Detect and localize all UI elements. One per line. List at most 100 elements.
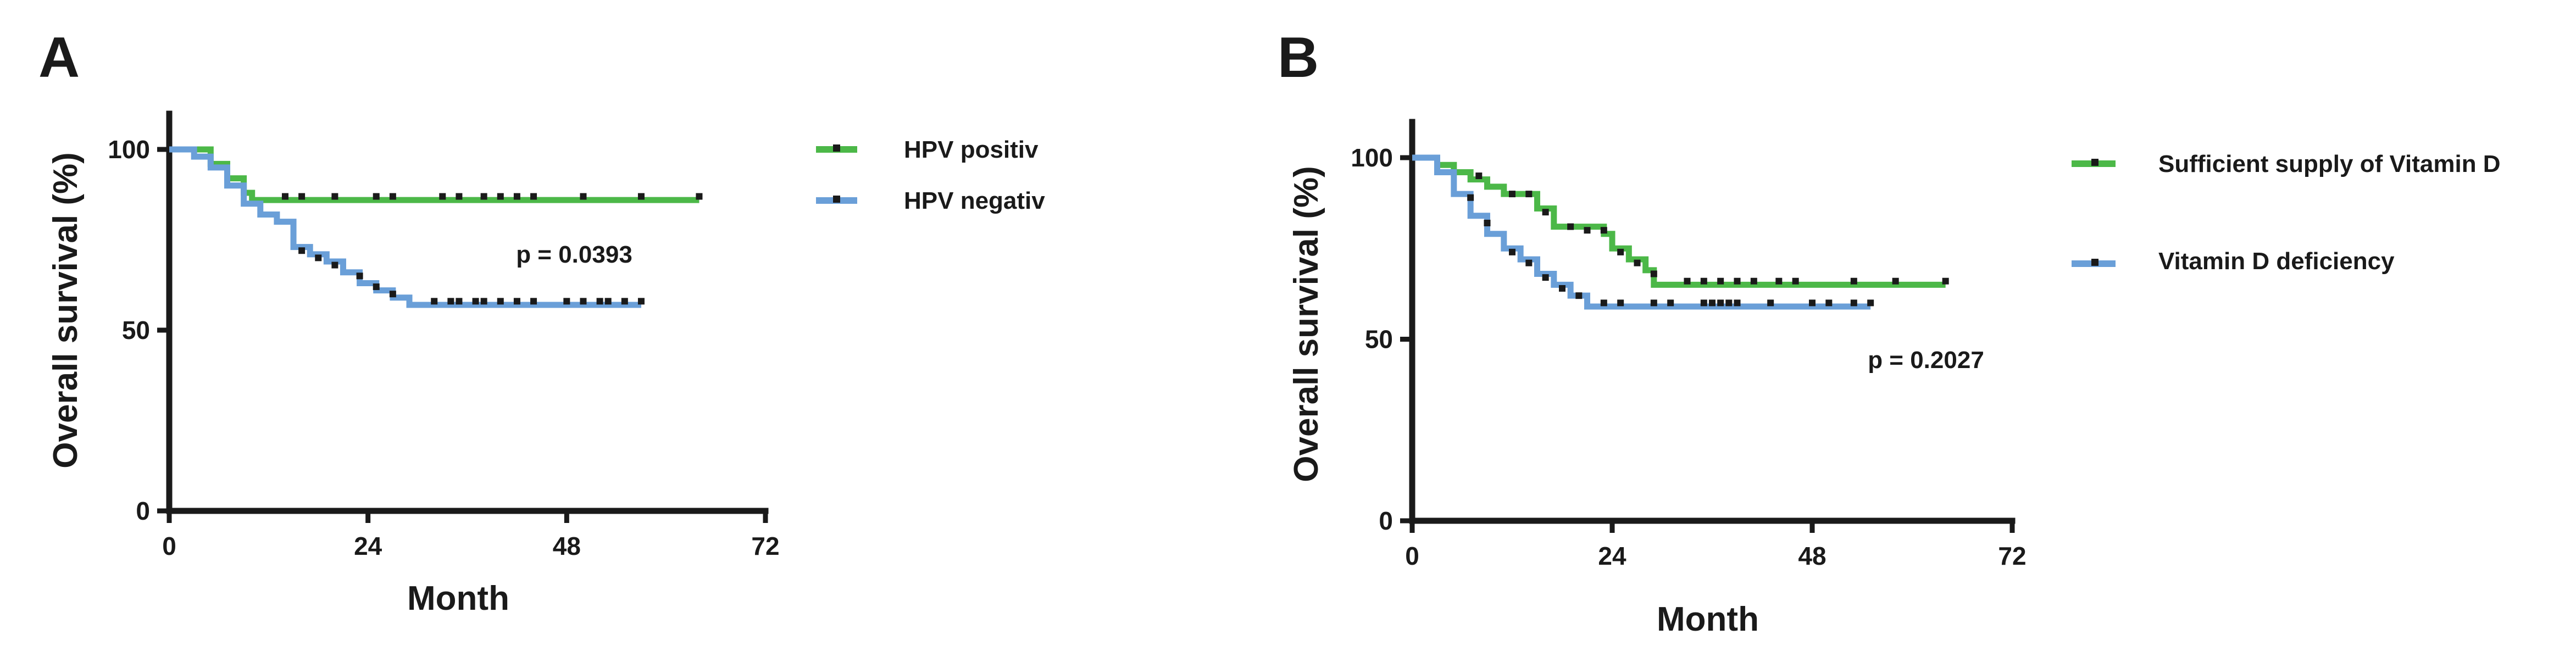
censor-mark-1 (298, 247, 306, 254)
series-line-0 (1412, 154, 1946, 288)
censor-mark-1 (1542, 274, 1549, 281)
censor-mark-1 (373, 283, 380, 291)
censor-mark-0 (1584, 227, 1591, 234)
censor-mark-1 (1667, 299, 1674, 307)
y-tick-label: 50 (122, 316, 150, 344)
censor-mark-1 (580, 298, 587, 305)
censor-mark-0 (1567, 223, 1574, 230)
censor-mark-1 (1509, 248, 1515, 255)
censor-mark-0 (1650, 270, 1657, 277)
legend-label-0: Sufficient supply of Vitamin D (2158, 151, 2501, 177)
censor-mark-1 (596, 298, 603, 305)
x-tick-label: 0 (162, 532, 176, 560)
panel-label: A (38, 26, 80, 90)
censor-mark-0 (1892, 277, 1899, 285)
censor-mark-1 (315, 254, 322, 261)
censor-mark-0 (1542, 209, 1549, 216)
censor-mark-0 (281, 193, 288, 200)
censor-mark-1 (1484, 219, 1491, 226)
censor-mark-1 (621, 298, 628, 305)
y-tick-label: 0 (1379, 506, 1393, 535)
censor-mark-1 (356, 272, 363, 280)
censor-mark-1 (1734, 299, 1741, 307)
x-tick-label: 24 (354, 532, 382, 560)
censor-mark-1 (1709, 299, 1716, 307)
censor-mark-1 (1600, 299, 1607, 307)
censor-mark-1 (1617, 299, 1624, 307)
censor-mark-0 (497, 193, 504, 200)
censor-mark-0 (389, 193, 396, 200)
series-line-1 (1412, 154, 1871, 310)
panel-label: B (1278, 26, 1319, 90)
legend: Sufficient supply of Vitamin D Vitamin D… (2072, 151, 2501, 275)
x-axis-label: Month (407, 580, 509, 617)
censor-mark-0 (1942, 277, 1949, 285)
y-tick-label: 0 (136, 497, 150, 525)
censor-mark-0 (530, 193, 537, 200)
censor-mark-1 (1467, 194, 1474, 201)
censor-mark-1 (604, 298, 612, 305)
censor-mark-1 (513, 298, 520, 305)
legend-label-0: HPV positiv (904, 136, 1039, 163)
legend-marker-1 (2091, 259, 2098, 266)
x-tick-label: 48 (1798, 542, 1826, 570)
y-tick-label: 100 (1351, 143, 1393, 172)
censor-mark-1 (1725, 299, 1733, 307)
censor-mark-0 (331, 193, 338, 200)
censor-mark-1 (1700, 299, 1707, 307)
x-tick-label: 72 (1998, 542, 2026, 570)
censor-mark-0 (1475, 172, 1483, 180)
censor-mark-0 (480, 193, 487, 200)
censor-mark-1 (456, 298, 463, 305)
censor-mark-1 (1767, 299, 1774, 307)
censor-mark-1 (472, 298, 479, 305)
censor-mark-1 (331, 261, 338, 269)
x-tick-label: 0 (1405, 542, 1419, 570)
censor-mark-0 (1792, 277, 1799, 285)
p-value: p = 0.2027 (1868, 347, 1984, 374)
p-value: p = 0.0393 (516, 241, 632, 268)
censor-mark-1 (1650, 299, 1657, 307)
series-group (169, 146, 703, 308)
series-line-1 (169, 146, 641, 308)
censor-mark-0 (373, 193, 380, 200)
axes: 0 24 48 72 0 50 100 (1351, 119, 2027, 570)
legend: HPV positiv HPV negativ (816, 136, 1045, 214)
legend-marker-1 (833, 196, 840, 203)
panel-a: A Overall survival (%) Month 0 24 48 72 0 50 1… (38, 26, 1045, 617)
censor-mark-0 (1509, 191, 1515, 198)
x-tick-label: 24 (1598, 542, 1626, 570)
x-tick-label: 48 (553, 532, 581, 560)
censor-mark-0 (1617, 248, 1624, 255)
censor-mark-0 (1734, 277, 1741, 285)
panel-b: B Overall survival (%) Month 0 24 48 72 0 50 1… (1278, 26, 2501, 638)
y-tick-label: 50 (1365, 325, 1393, 354)
censor-mark-0 (696, 193, 703, 200)
censor-mark-1 (480, 298, 487, 305)
y-tick-label: 100 (108, 135, 150, 164)
censor-mark-0 (580, 193, 587, 200)
censor-mark-1 (637, 298, 645, 305)
censor-mark-0 (1850, 277, 1857, 285)
censor-mark-0 (1600, 227, 1607, 234)
censor-mark-0 (1750, 277, 1757, 285)
series-group (1412, 154, 1949, 310)
censor-mark-0 (1684, 277, 1691, 285)
legend-label-1: Vitamin D deficiency (2158, 248, 2395, 275)
censor-mark-1 (1559, 285, 1565, 292)
censor-mark-1 (1850, 299, 1857, 307)
censor-mark-0 (1700, 277, 1707, 285)
censor-mark-0 (1717, 277, 1724, 285)
censor-mark-1 (1575, 292, 1583, 299)
x-tick-label: 72 (751, 532, 779, 560)
censor-mark-0 (298, 193, 306, 200)
censor-mark-1 (497, 298, 504, 305)
series-line-0 (169, 146, 699, 203)
x-axis-label: Month (1657, 600, 1759, 638)
censor-mark-1 (1525, 259, 1533, 266)
censor-mark-0 (456, 193, 463, 200)
censor-mark-1 (1809, 299, 1816, 307)
censor-mark-0 (1525, 191, 1533, 198)
censor-mark-1 (563, 298, 570, 305)
